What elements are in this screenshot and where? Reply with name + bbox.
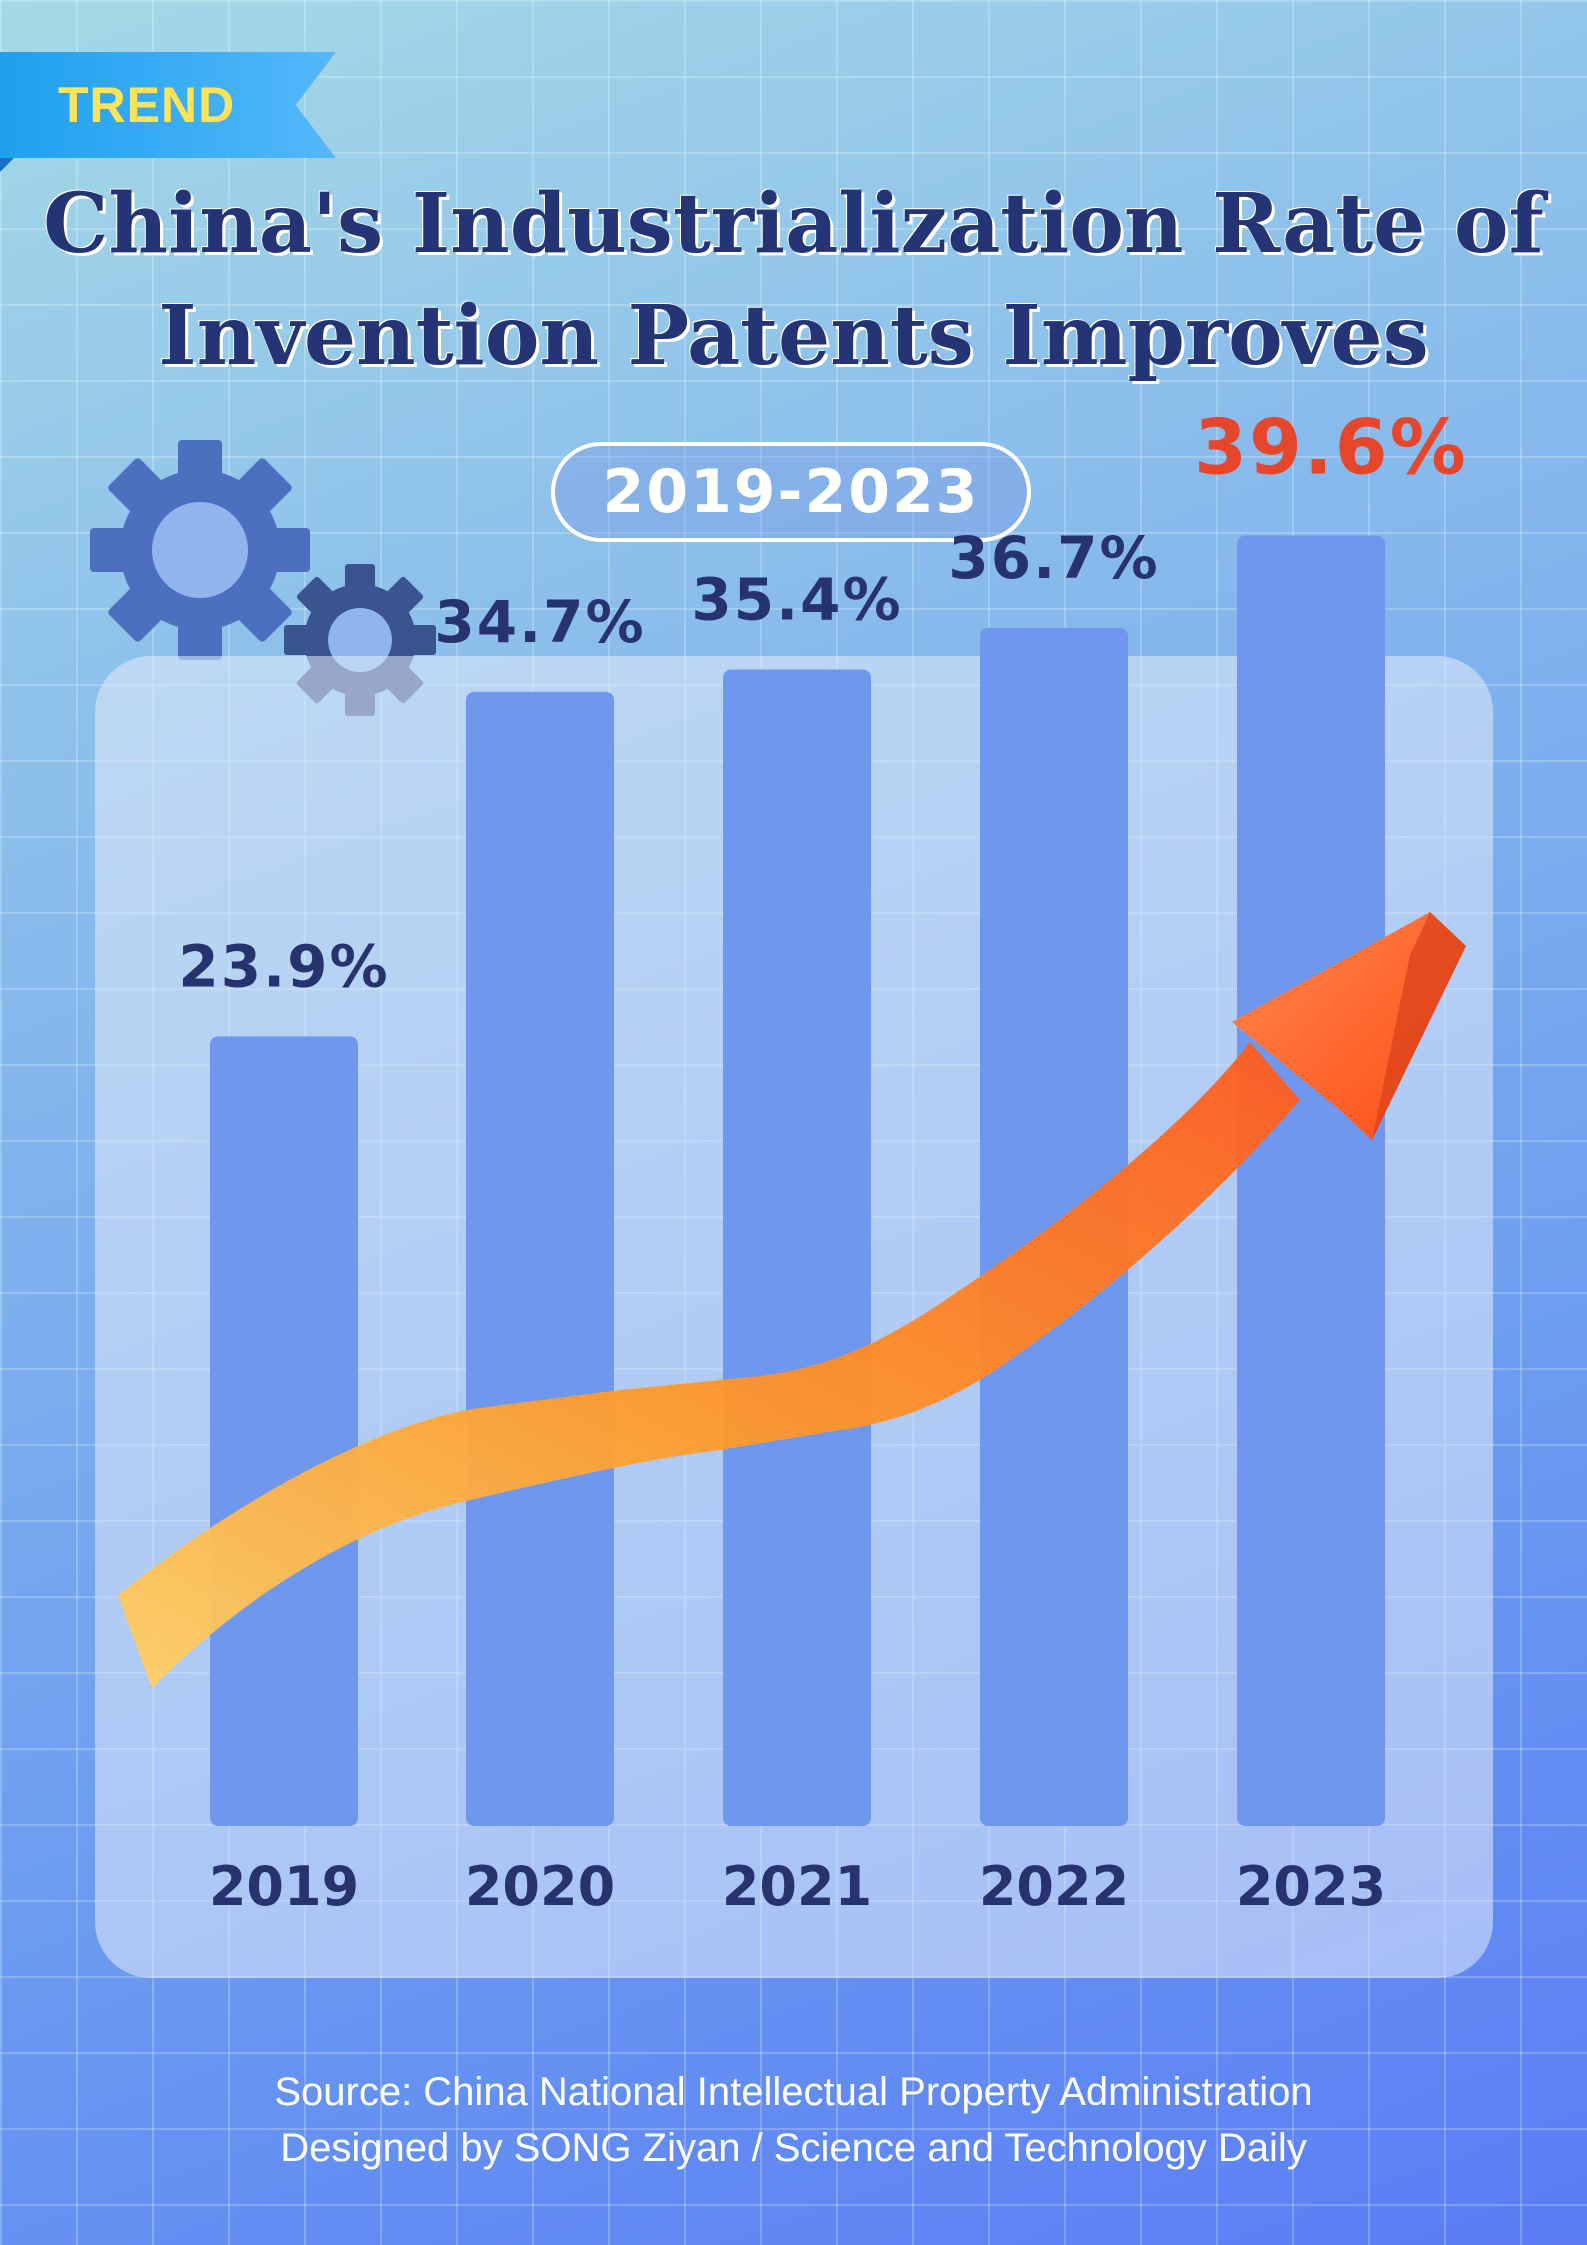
category-label-2022: 2022	[979, 1855, 1129, 1918]
trend-arrow-head-side	[1372, 912, 1466, 1140]
source-text: Source: China National Intellectual Prop…	[274, 2070, 1313, 2114]
designer-credit: Designed by SONG Ziyan / Science and Tec…	[280, 2126, 1307, 2170]
period-badge: 2019-2023	[551, 442, 1031, 542]
category-label-2019: 2019	[209, 1855, 359, 1918]
labels-group: 23.9% 2019 34.7% 2020 35.4% 2021 36.7% 2022 39.6…	[178, 403, 1468, 1918]
value-label-2022: 36.7%	[948, 524, 1159, 592]
category-label-2023: 2023	[1236, 1855, 1386, 1918]
value-label-2023: 39.6%	[1194, 403, 1468, 492]
bar-2021	[723, 669, 871, 1826]
trend-ribbon	[0, 52, 336, 158]
bar-2023	[1237, 535, 1385, 1826]
title-line-2: Invention Patents Improves	[158, 288, 1429, 384]
value-label-2019: 23.9%	[178, 932, 389, 1000]
ribbon-label: TREND	[58, 77, 236, 133]
title-line-1: China's Industrialization Rate of	[43, 176, 1544, 272]
page-title: China's Industrialization Rate of Invent…	[0, 168, 1587, 392]
value-label-2021: 35.4%	[691, 566, 902, 634]
large-gear-icon	[90, 440, 310, 660]
trend-arrow-icon	[118, 912, 1466, 1688]
bar-2019	[210, 1036, 358, 1826]
bar-2020	[466, 691, 614, 1826]
category-label-2020: 2020	[465, 1855, 615, 1918]
value-label-2020: 34.7%	[434, 588, 645, 656]
category-label-2021: 2021	[722, 1855, 872, 1918]
footer: Source: China National Intellectual Prop…	[0, 2064, 1587, 2176]
